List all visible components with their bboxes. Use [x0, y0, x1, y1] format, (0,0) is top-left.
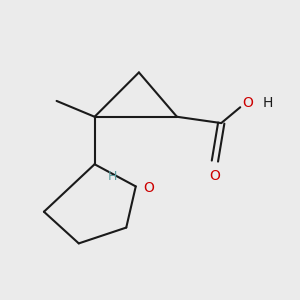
- Text: H: H: [262, 97, 273, 110]
- Text: O: O: [209, 169, 220, 183]
- Text: O: O: [242, 97, 253, 110]
- Text: H: H: [107, 170, 117, 183]
- Text: O: O: [144, 181, 154, 195]
